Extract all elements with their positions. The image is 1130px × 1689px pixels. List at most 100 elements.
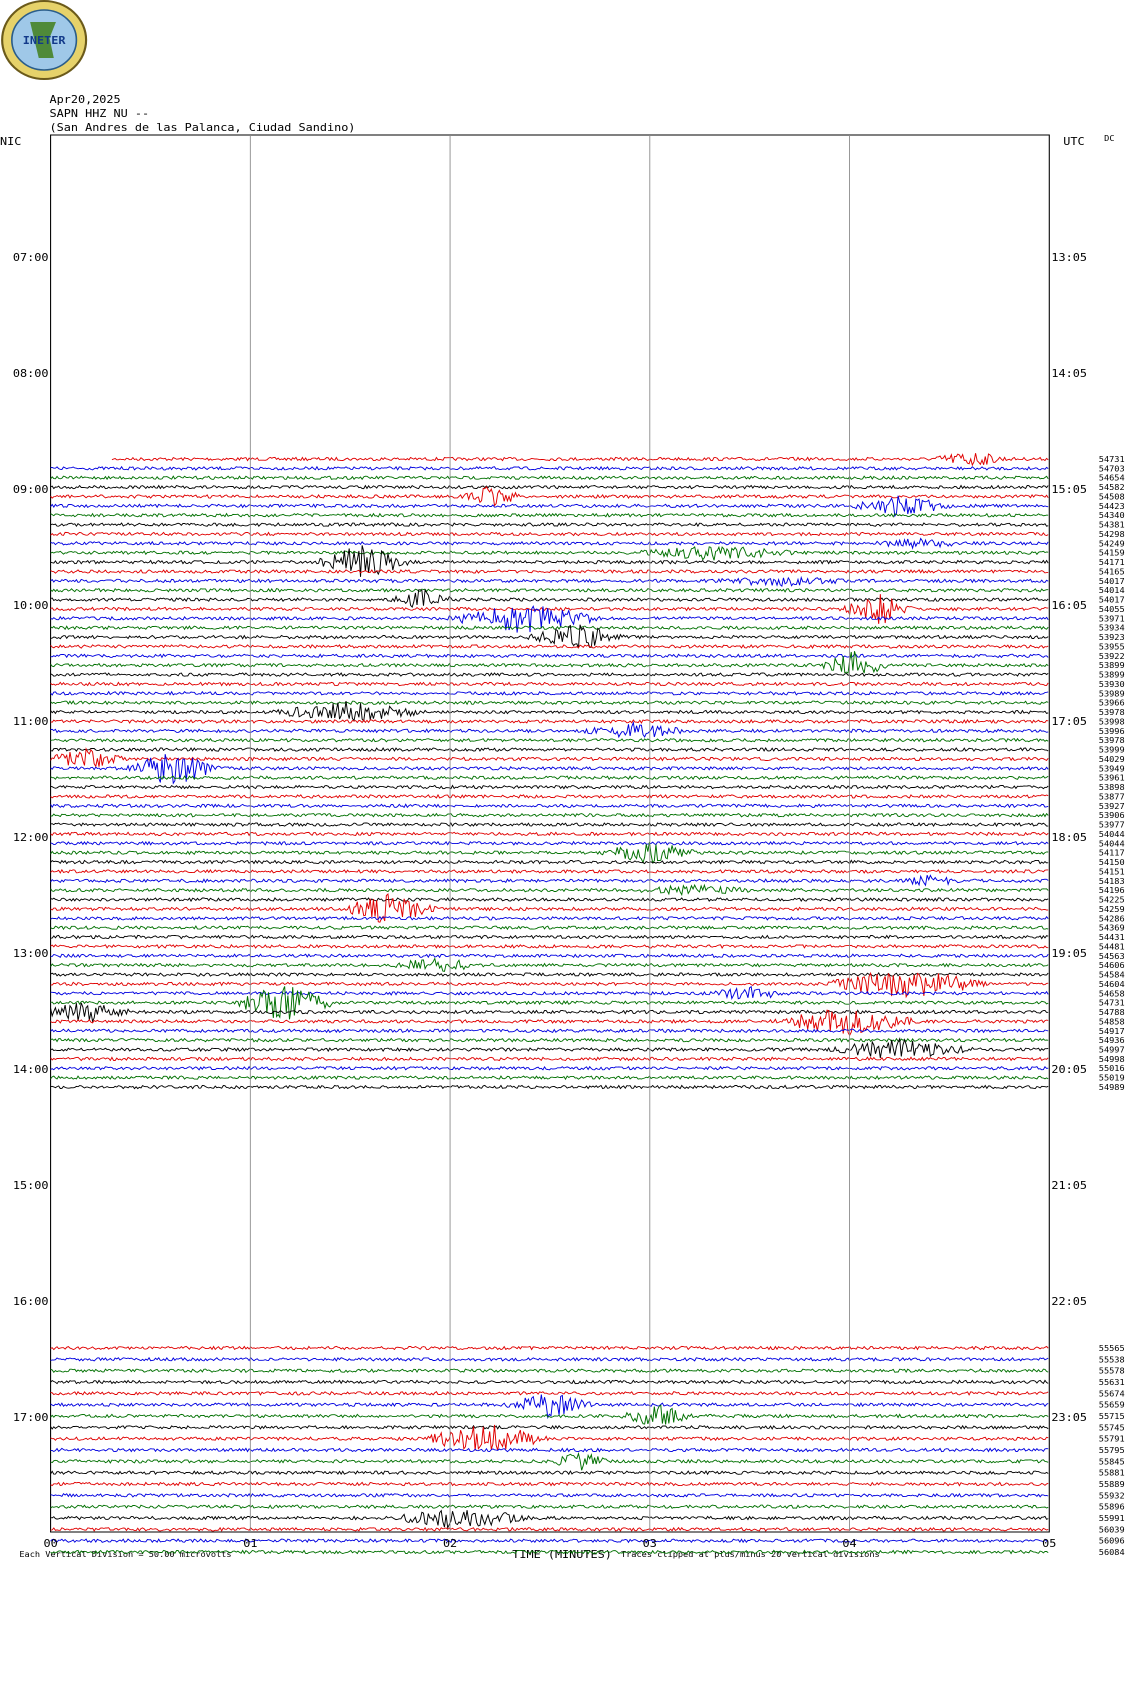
trace	[50, 1009, 1049, 1037]
trace-label: 53989	[1099, 689, 1125, 699]
trace	[50, 1394, 1049, 1420]
trace	[50, 644, 1049, 649]
trace-label: 55631	[1099, 1377, 1125, 1387]
left-hour: 08:00	[13, 366, 49, 379]
trace-label: 53899	[1099, 670, 1125, 680]
trace	[50, 893, 1049, 923]
trace	[50, 624, 1049, 649]
trace	[50, 672, 1049, 677]
trace-label: 53998	[1099, 717, 1125, 727]
trace	[50, 653, 1049, 659]
trace	[50, 465, 1049, 471]
trace-label: 53955	[1099, 642, 1125, 652]
trace-label: 54159	[1099, 548, 1125, 558]
trace	[50, 754, 1049, 785]
trace	[50, 625, 1049, 631]
trace	[50, 1037, 1049, 1043]
right-hour: 14:05	[1051, 366, 1087, 379]
trace-label: 54606	[1099, 960, 1125, 970]
trace-label: 55791	[1099, 1434, 1125, 1444]
trace-label: 54788	[1099, 1007, 1125, 1017]
right-hour: 17:05	[1051, 714, 1087, 727]
trace-label: 53949	[1099, 764, 1125, 774]
trace-label: 56039	[1099, 1525, 1125, 1535]
trace-label: 54117	[1099, 848, 1125, 858]
trace-label: 54044	[1099, 839, 1125, 849]
trace	[50, 1424, 1049, 1451]
trace-label: 54196	[1099, 885, 1125, 895]
right-hour: 19:05	[1051, 946, 1087, 959]
trace-label: 54582	[1099, 482, 1125, 492]
trace-label: 53927	[1099, 801, 1125, 811]
trace-label: 54658	[1099, 989, 1125, 999]
trace	[50, 1504, 1049, 1510]
right-hour: 21:05	[1051, 1178, 1087, 1191]
trace	[50, 720, 1049, 739]
trace	[50, 934, 1049, 940]
trace	[50, 957, 1049, 972]
left-hour: 14:00	[13, 1062, 49, 1075]
trace	[50, 1390, 1049, 1396]
trace	[50, 1509, 1049, 1530]
right-zone: UTC	[1063, 134, 1084, 147]
trace	[50, 803, 1049, 809]
trace	[50, 1002, 1049, 1023]
trace-label: 53996	[1099, 726, 1125, 736]
trace	[50, 868, 1049, 874]
trace	[50, 1526, 1049, 1532]
trace-label: 54151	[1099, 867, 1125, 877]
trace	[50, 681, 1049, 687]
trace-label: 54508	[1099, 492, 1125, 502]
trace	[50, 1492, 1049, 1498]
trace-label: 54703	[1099, 464, 1125, 474]
trace	[50, 953, 1049, 959]
trace	[50, 831, 1049, 837]
trace-label: 56084	[1099, 1547, 1125, 1557]
trace-label: 54381	[1099, 520, 1125, 530]
trace-label: 54917	[1099, 1026, 1125, 1036]
trace	[50, 1451, 1049, 1471]
trace-label: 53922	[1099, 651, 1125, 661]
trace-label: 54423	[1099, 501, 1125, 511]
trace	[50, 512, 1049, 518]
trace	[50, 1447, 1049, 1453]
trace	[50, 1424, 1049, 1430]
left-hour: 10:00	[13, 598, 49, 611]
left-hour: 17:00	[13, 1410, 49, 1423]
trace	[50, 986, 1049, 1020]
trace	[50, 537, 1049, 550]
trace-label: 53978	[1099, 707, 1125, 717]
x-tick-label: 03	[643, 1536, 657, 1549]
trace	[50, 1028, 1049, 1034]
scale-note: Each Vertical Division = 50.00 microvolt…	[19, 1549, 231, 1559]
trace	[50, 1470, 1049, 1476]
trace-label: 54731	[1099, 998, 1125, 1008]
trace-label: 54584	[1099, 970, 1125, 980]
trace-label: 54249	[1099, 539, 1125, 549]
trace-label: 54171	[1099, 557, 1125, 567]
trace	[50, 897, 1049, 903]
left-hour: 11:00	[13, 714, 49, 727]
trace-label: 53930	[1099, 679, 1125, 689]
trace	[50, 737, 1049, 743]
trace	[50, 701, 1049, 722]
trace	[50, 1379, 1049, 1385]
trace	[111, 453, 1049, 467]
x-tick-label: 01	[243, 1536, 257, 1549]
trace-label: 54225	[1099, 895, 1125, 905]
trace-label: 55715	[1099, 1411, 1125, 1421]
right-hour: 13:05	[1051, 250, 1087, 263]
trace-label: 53923	[1099, 632, 1125, 642]
trace-label: 55019	[1099, 1073, 1125, 1083]
trace	[50, 971, 1049, 999]
trace	[50, 915, 1049, 921]
trace-label: 53961	[1099, 773, 1125, 783]
trace	[50, 841, 1049, 864]
right-hour: 15:05	[1051, 482, 1087, 495]
clip-note: Traces clipped at plus/minus 20 vertical…	[621, 1549, 880, 1559]
trace-label: 55659	[1099, 1400, 1125, 1410]
trace-label: 54259	[1099, 904, 1125, 914]
trace-label: 55578	[1099, 1366, 1125, 1376]
trace	[50, 569, 1049, 574]
